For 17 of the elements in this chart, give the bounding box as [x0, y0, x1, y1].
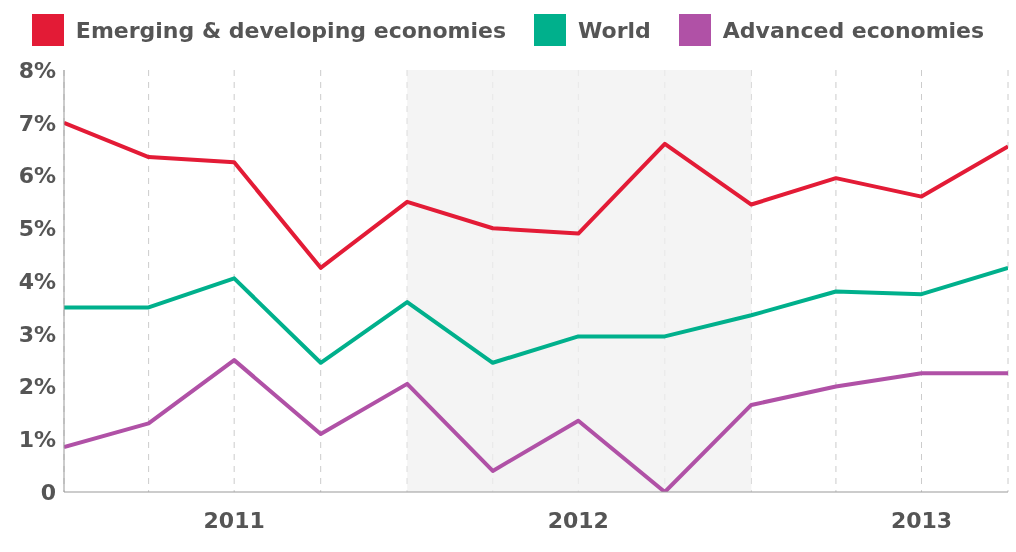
legend-label: World: [577, 16, 651, 45]
y-tick-label: 6%: [18, 163, 56, 189]
x-tick-label: 2012: [547, 507, 609, 533]
y-tick-label: 3%: [18, 321, 56, 347]
y-tick-label: 7%: [18, 110, 56, 136]
y-tick-label: 1%: [18, 427, 56, 453]
y-tick-label: 8%: [18, 57, 56, 83]
y-tick-label: 2%: [18, 374, 56, 400]
x-tick-label: 2013: [890, 507, 953, 533]
line-series: [64, 265, 1008, 365]
legend-label: Emerging & developing economies: [74, 16, 507, 45]
y-tick-label: 4%: [18, 268, 56, 294]
y-tick-label: 5%: [18, 216, 56, 242]
y-tick-label: 0: [40, 479, 56, 505]
legend-label: Advanced economies: [721, 16, 985, 45]
line-series: [64, 120, 1008, 270]
x-tick-label: 2011: [203, 507, 265, 533]
